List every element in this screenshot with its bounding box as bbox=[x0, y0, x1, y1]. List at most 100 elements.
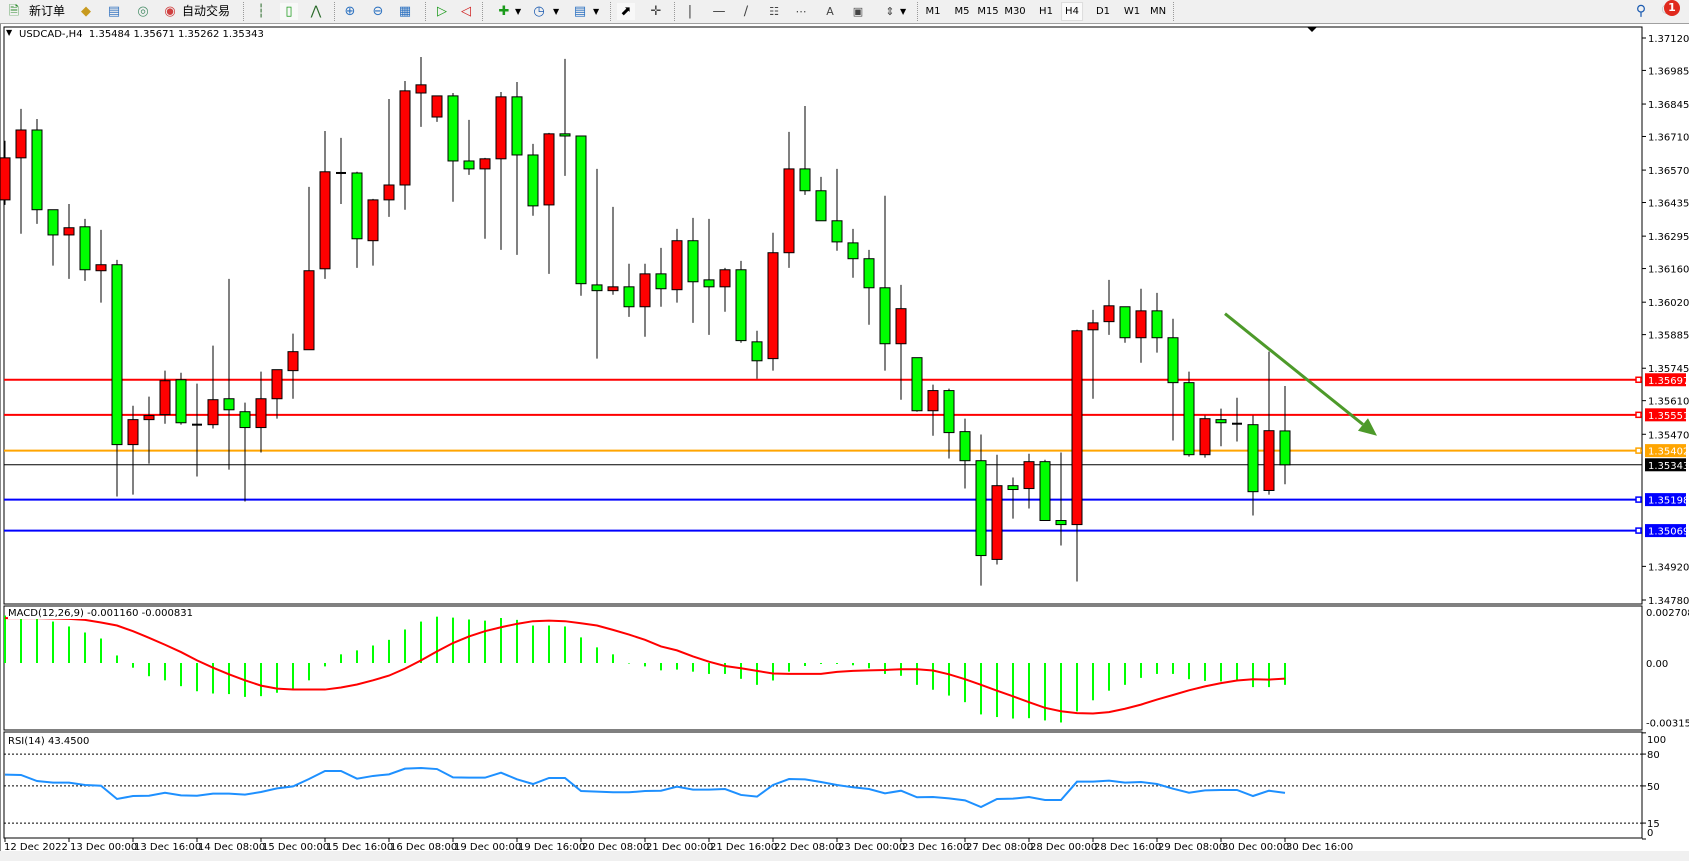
equidistant-channel-icon[interactable]: ☷ bbox=[769, 5, 779, 18]
text-label-icon[interactable]: ▣ bbox=[852, 5, 864, 18]
bullish-candle-body bbox=[207, 399, 219, 426]
navigator-icon[interactable]: ◎ bbox=[137, 4, 149, 19]
horizontal-line-icon[interactable]: — bbox=[712, 4, 726, 19]
bullish-candle-body bbox=[1135, 310, 1147, 339]
candle bbox=[159, 370, 171, 424]
fibonacci-icon[interactable]: ⋯ bbox=[795, 5, 807, 18]
bullish-candle-body bbox=[303, 270, 315, 351]
bearish-candle-body bbox=[1167, 337, 1179, 384]
new-order-icon[interactable]: 🗎 bbox=[8, 4, 20, 19]
timeframe-d1[interactable]: D1 bbox=[1095, 6, 1111, 17]
timeframe-mn[interactable]: MN bbox=[1149, 6, 1167, 17]
bearish-candle-body bbox=[751, 341, 763, 362]
crosshair-icon[interactable]: ✛ bbox=[650, 4, 662, 19]
timeframe-h4[interactable]: H4 bbox=[1061, 2, 1083, 21]
bearish-candle-body bbox=[559, 133, 571, 137]
bullish-candle-body bbox=[639, 273, 651, 308]
toolbar-separator bbox=[243, 2, 244, 21]
timeframe-m1[interactable]: M1 bbox=[925, 6, 941, 17]
candle bbox=[847, 228, 859, 278]
chart-shift-icon[interactable]: ◁ bbox=[461, 4, 471, 19]
bearish-candle-body bbox=[1007, 485, 1019, 491]
bearish-candle-body bbox=[1183, 382, 1195, 456]
candle bbox=[1103, 279, 1115, 335]
indicators-add-icon[interactable]: ✚ bbox=[498, 4, 510, 19]
new-order-button[interactable]: 新订单 bbox=[29, 4, 66, 18]
candle bbox=[192, 383, 202, 477]
auto-trading-icon[interactable]: ◉ bbox=[164, 4, 176, 19]
timeframe-h1[interactable]: H1 bbox=[1039, 6, 1053, 17]
candle bbox=[831, 168, 843, 251]
candle bbox=[447, 92, 459, 202]
tile-windows-icon[interactable]: ▦ bbox=[398, 4, 412, 19]
timeframe-m5[interactable]: M5 bbox=[954, 6, 970, 17]
candle bbox=[783, 131, 795, 268]
market-watch-icon[interactable]: ◆ bbox=[81, 4, 91, 19]
candle bbox=[303, 186, 315, 351]
chevron-down-icon[interactable]: ▼ bbox=[553, 7, 560, 16]
candle bbox=[271, 369, 283, 419]
candle bbox=[63, 203, 75, 279]
templates-icon[interactable]: ▤ bbox=[573, 4, 587, 19]
rsi-axis-label: 0 bbox=[1647, 828, 1653, 839]
price-axis-label: 1.35470 bbox=[1648, 430, 1689, 441]
notification-badge[interactable]: 1 bbox=[1664, 0, 1680, 16]
cursor-icon[interactable]: ⬈ bbox=[617, 3, 635, 20]
macd-panel bbox=[3, 605, 1643, 731]
horizontal-line-handle bbox=[1635, 527, 1642, 534]
time-axis-label: 14 Dec 08:00 bbox=[198, 842, 265, 853]
bullish-candle-body bbox=[63, 227, 75, 236]
price-axis-label: 1.36985 bbox=[1648, 66, 1689, 77]
toolbar-separator bbox=[610, 2, 611, 21]
candle bbox=[639, 263, 651, 337]
bearish-candle-body bbox=[687, 240, 699, 283]
chevron-down-icon[interactable]: ▼ bbox=[515, 7, 522, 16]
trend-arrow-line bbox=[1224, 312, 1364, 426]
bearish-candle-body bbox=[111, 264, 123, 446]
horizontal-line-price-label: 1.35697 bbox=[1648, 376, 1689, 387]
zoom-in-icon[interactable]: ⊕ bbox=[344, 4, 356, 19]
candle bbox=[319, 130, 331, 279]
candle bbox=[415, 56, 427, 127]
candle bbox=[1055, 452, 1067, 546]
horizontal-line-price-tag bbox=[1645, 408, 1686, 422]
text-icon[interactable]: A bbox=[826, 5, 834, 18]
bar-chart-icon[interactable]: ┆ bbox=[257, 4, 265, 19]
chevron-down-icon[interactable]: ▼ bbox=[900, 7, 907, 16]
bullish-candle-body bbox=[767, 252, 779, 360]
line-chart-icon[interactable]: ⋀ bbox=[310, 4, 322, 19]
symbol-menu-triangle-icon[interactable]: ▼ bbox=[6, 28, 13, 37]
bullish-candle-body bbox=[255, 398, 267, 429]
price-axis-label: 1.35885 bbox=[1648, 331, 1689, 342]
data-window-icon[interactable]: ▤ bbox=[107, 4, 121, 19]
periods-clock-icon[interactable]: ◷ bbox=[533, 4, 545, 19]
candle bbox=[431, 95, 443, 122]
auto-scroll-icon[interactable]: ▷ bbox=[437, 4, 447, 19]
candlestick-chart-icon[interactable]: ▯ bbox=[280, 3, 298, 20]
trend-arrow-head bbox=[1357, 418, 1377, 436]
timeframe-m15[interactable]: M15 bbox=[977, 6, 999, 17]
chevron-down-icon[interactable]: ▼ bbox=[593, 7, 600, 16]
time-axis-label: 13 Dec 00:00 bbox=[70, 842, 137, 853]
vertical-line-icon[interactable]: | bbox=[687, 4, 693, 19]
candle bbox=[1007, 477, 1019, 519]
arrows-icon[interactable]: ⇕ bbox=[885, 5, 895, 18]
search-icon[interactable]: ⚲ bbox=[1635, 3, 1647, 19]
candle bbox=[495, 92, 507, 250]
timeframe-w1[interactable]: W1 bbox=[1123, 6, 1141, 17]
timeframe-m30[interactable]: M30 bbox=[1004, 6, 1026, 17]
candle bbox=[991, 454, 1003, 565]
candle bbox=[623, 263, 635, 317]
time-axis-label: 27 Dec 08:00 bbox=[966, 842, 1033, 853]
chart-shift-marker bbox=[1307, 27, 1317, 32]
bearish-candle-body bbox=[655, 273, 667, 290]
bullish-candle-body bbox=[1071, 330, 1083, 526]
trendline-icon[interactable]: ∕ bbox=[743, 4, 749, 19]
zoom-out-icon[interactable]: ⊖ bbox=[372, 4, 384, 19]
candle bbox=[895, 284, 907, 400]
candle bbox=[255, 371, 267, 453]
bullish-candle-body bbox=[143, 415, 155, 421]
auto-trading-button[interactable]: 自动交易 bbox=[182, 4, 231, 18]
candle bbox=[1071, 329, 1083, 582]
